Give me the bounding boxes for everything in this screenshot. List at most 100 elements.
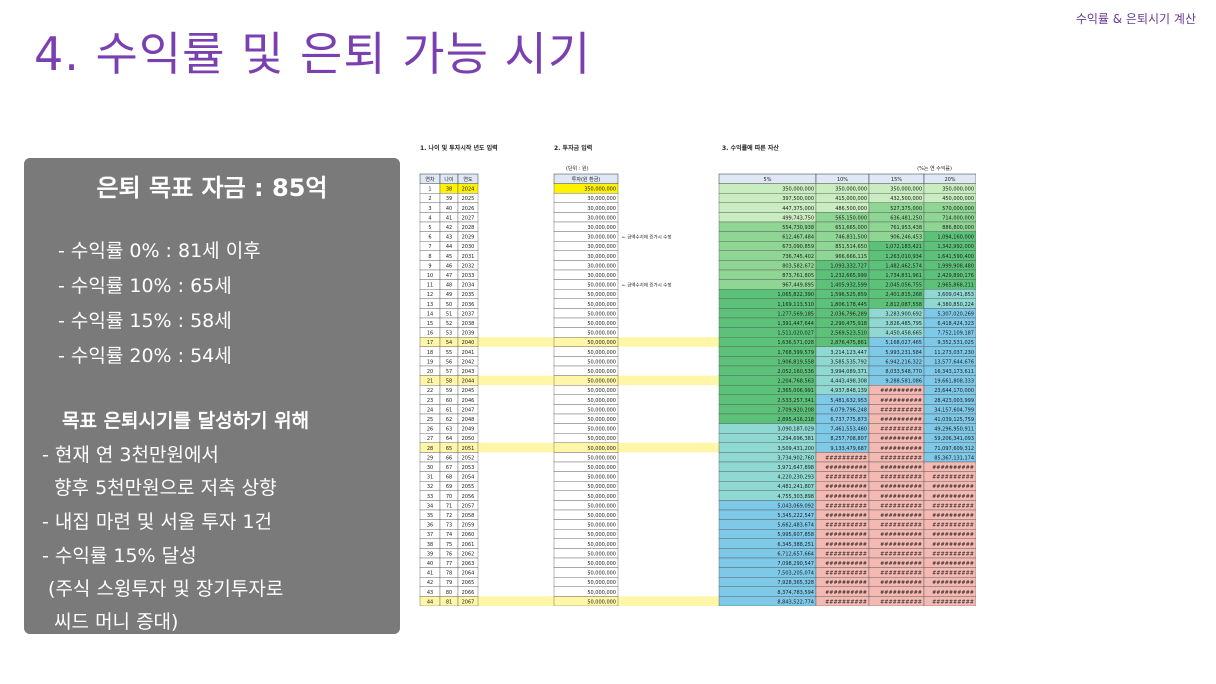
cell-value: ########## [825, 494, 867, 500]
cell-value: 57 [446, 369, 452, 375]
cell-value: 673,090,859 [782, 244, 814, 250]
cell-value: 6,737,775,873 [830, 417, 867, 423]
cell-value: 75 [446, 542, 452, 548]
cell-value: 20 [427, 369, 433, 375]
cell-value: 7,752,109,187 [937, 331, 974, 337]
cell-value: 2032 [462, 263, 475, 269]
rate-note: (%는 연 수익률) [917, 165, 952, 172]
cell-value: 350,000,000 [584, 187, 616, 193]
cell-value: 2049 [462, 427, 475, 433]
cell-value: 48 [446, 283, 452, 289]
cell-value: 1,511,020,027 [777, 331, 814, 337]
annotation: ← 금액수치에 증가시 수정 [622, 282, 671, 289]
cell-value: 54 [446, 340, 452, 346]
cell-value: ########## [825, 475, 867, 481]
cell-value: 2053 [462, 465, 475, 471]
cell-value: 12 [427, 292, 433, 298]
cell-value: 79 [446, 580, 452, 586]
cell-value: 50,000,000 [587, 446, 616, 452]
cell-value: 44 [427, 599, 433, 605]
cell-value: 1,806,178,445 [830, 302, 867, 308]
cell-value: 43 [446, 235, 452, 241]
cell-value: 1,232,665,999 [830, 273, 867, 279]
cell-value: ########## [932, 551, 974, 557]
cell-value: 32 [427, 484, 433, 490]
cell-value: 2029 [462, 235, 475, 241]
cell-value: 50,000,000 [587, 369, 616, 375]
cell-value: 37 [427, 532, 433, 538]
cell-value: 2063 [462, 561, 475, 567]
cell-value: 73 [446, 523, 452, 529]
cell-value: 2062 [462, 551, 475, 557]
cell-value: 2034 [462, 283, 475, 289]
cell-value: 76 [446, 551, 452, 557]
cell-value: 44 [446, 244, 452, 250]
cell-value: 30,000,000 [587, 225, 616, 231]
cell-value: 29 [427, 455, 433, 461]
cell-value: 2061 [462, 542, 475, 548]
cell-value: 69 [446, 484, 452, 490]
cell-value: 3,283,900,692 [885, 311, 922, 317]
cell-value: 50,000,000 [587, 436, 616, 442]
cell-value: 5,307,020,269 [937, 311, 974, 317]
cell-value: 2031 [462, 254, 475, 260]
cell-value: 50,000,000 [587, 388, 616, 394]
summary-panel: 은퇴 목표 자금 : 85억 - 수익률 0% : 81세 이후 - 수익률 1… [24, 158, 400, 634]
plan-line: (주식 스윙투자 및 장기투자로 [42, 578, 284, 600]
cell-value: 1,405,932,599 [830, 283, 867, 289]
cell-value: 13 [427, 302, 433, 308]
cell-value: 1,636,571,028 [777, 340, 814, 346]
cell-value: 3,585,535,792 [830, 359, 867, 365]
cell-value: 50,000,000 [587, 321, 616, 327]
cell-value: ########## [932, 599, 974, 605]
cell-value: 803,582,672 [782, 263, 814, 269]
cell-value: 16 [427, 331, 433, 337]
cell-value: 85,367,131,174 [934, 455, 974, 461]
cell-value: 43 [427, 590, 433, 596]
cell-value: 2056 [462, 494, 475, 500]
cell-value: 2060 [462, 532, 475, 538]
cell-value: 50,000,000 [587, 398, 616, 404]
cell-value: 5,345,222,547 [777, 513, 814, 519]
highlight-band [420, 442, 976, 453]
cell-value: 41 [446, 215, 452, 221]
cell-value: ########## [880, 427, 922, 433]
cell-value: 49,296,950,911 [934, 427, 974, 433]
cell-value: 9,288,581,086 [885, 379, 922, 385]
plan-line: - 수익률 15% 달성 [42, 545, 197, 567]
cell-value: ########## [825, 590, 867, 596]
cell-value: 74 [446, 532, 452, 538]
cell-value: 2024 [462, 187, 475, 193]
cell-value: ########## [880, 513, 922, 519]
cell-value: 50,000,000 [587, 523, 616, 529]
cell-value: 1,734,831,961 [885, 273, 922, 279]
cell-value: 612,467,484 [782, 235, 814, 241]
cell-value: 8,257,708,807 [830, 436, 867, 442]
cell-value: 6,079,796,248 [830, 407, 867, 413]
cell-value: 50,000,000 [587, 551, 616, 557]
cell-value: ########## [932, 494, 974, 500]
cell-value: 50,000,000 [587, 494, 616, 500]
cell-value: 2043 [462, 369, 475, 375]
cell-value: ########## [825, 503, 867, 509]
cell-value: 14 [427, 311, 433, 317]
cell-value: 39 [427, 551, 433, 557]
cell-value: 2054 [462, 475, 475, 481]
cell-value: 2045 [462, 388, 475, 394]
cell-value: 2042 [462, 359, 475, 365]
cell-value: 1,768,399,579 [777, 350, 814, 356]
cell-value: ########## [825, 455, 867, 461]
cell-value: ########## [825, 542, 867, 548]
cell-value: 13,577,644,676 [934, 359, 974, 365]
cell-value: 350,000,000 [942, 187, 974, 193]
cell-value: 2,290,475,918 [830, 321, 867, 327]
cell-value: 3,294,696,381 [777, 436, 814, 442]
cell-value: 6,712,657,664 [777, 551, 814, 557]
cell-value: 5,995,607,858 [777, 532, 814, 538]
cell-value: 651,665,000 [835, 225, 867, 231]
cell-value: 2047 [462, 407, 475, 413]
spreadsheet-image: 1. 나이 및 투자시작 년도 입력 2. 투자금 입력 3. 수익률에 따른 자산… [416, 136, 976, 606]
cell-value: 2059 [462, 523, 475, 529]
header-label: 15% [891, 177, 902, 183]
cell-value: ########## [932, 465, 974, 471]
